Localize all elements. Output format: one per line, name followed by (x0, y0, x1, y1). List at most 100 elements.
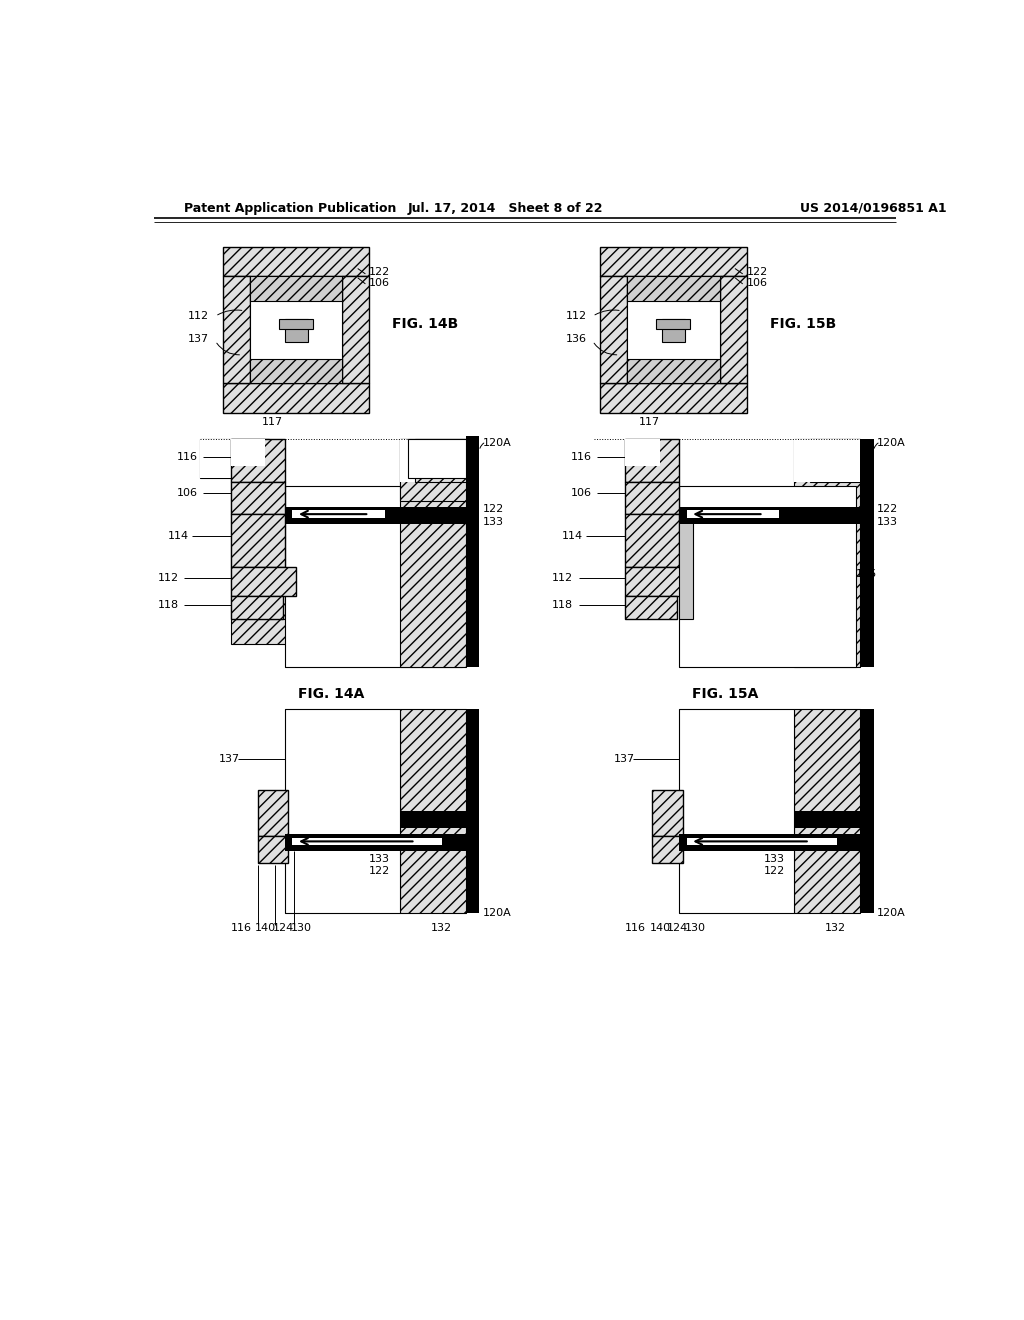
Bar (285, 709, 400, 913)
Bar (400, 440, 466, 482)
Text: 122: 122 (877, 504, 898, 513)
Bar (223, 276, 250, 383)
Bar (230, 482, 285, 515)
Bar (400, 812, 466, 829)
Text: 133: 133 (877, 517, 898, 527)
Bar (679, 834, 860, 851)
Bar (400, 507, 466, 524)
Bar (679, 515, 692, 619)
Bar (230, 507, 269, 565)
Text: 132: 132 (431, 924, 452, 933)
Text: 137: 137 (613, 754, 635, 764)
Text: 106: 106 (571, 488, 592, 499)
Bar (810, 440, 860, 482)
Text: FIG. 15A: FIG. 15A (692, 686, 758, 701)
Text: 137: 137 (219, 754, 241, 764)
Bar (795, 440, 860, 667)
Bar (686, 838, 837, 845)
Text: 120A: 120A (482, 438, 511, 449)
Text: 118: 118 (552, 601, 572, 610)
Bar (250, 276, 342, 301)
Text: FIG. 14A: FIG. 14A (298, 686, 364, 701)
Bar (628, 276, 720, 383)
Bar (720, 276, 746, 383)
Bar (625, 440, 679, 482)
Bar (285, 318, 307, 342)
Bar (223, 383, 370, 412)
Bar (285, 486, 462, 667)
Bar (230, 595, 283, 619)
Bar (258, 836, 289, 863)
Bar (625, 595, 677, 619)
Bar (628, 276, 720, 301)
Text: 120A: 120A (482, 908, 511, 917)
Text: 137: 137 (188, 334, 210, 345)
Bar (625, 513, 679, 566)
Text: 133: 133 (764, 854, 784, 865)
Text: 133: 133 (370, 854, 390, 865)
Text: 132: 132 (825, 924, 846, 933)
Bar (600, 247, 746, 276)
Text: 117: 117 (261, 417, 283, 426)
Text: 122: 122 (370, 866, 390, 875)
Text: 136: 136 (856, 569, 877, 579)
Bar (230, 566, 296, 595)
Text: 106: 106 (746, 279, 768, 288)
Bar (600, 383, 746, 412)
Text: 130: 130 (685, 924, 706, 933)
Bar (466, 440, 479, 667)
Bar (416, 440, 466, 482)
Bar (230, 565, 283, 595)
Text: US 2014/0196851 A1: US 2014/0196851 A1 (801, 202, 947, 215)
Bar (250, 276, 342, 383)
Bar (200, 461, 250, 478)
Bar (408, 440, 466, 478)
Text: 124: 124 (273, 924, 294, 933)
Text: Patent Application Publication: Patent Application Publication (184, 202, 397, 215)
Bar (258, 789, 289, 836)
Bar (652, 836, 683, 863)
Bar (795, 507, 860, 524)
Bar (625, 482, 679, 515)
Text: 106: 106 (177, 488, 198, 499)
Text: 140: 140 (649, 924, 671, 933)
Text: 124: 124 (668, 924, 688, 933)
Bar (230, 513, 285, 566)
Bar (679, 486, 856, 667)
Text: 114: 114 (562, 531, 583, 541)
Bar (200, 440, 269, 478)
Bar (230, 440, 285, 482)
Bar (679, 709, 795, 913)
Bar (280, 318, 313, 330)
Bar (200, 440, 250, 461)
Text: 116: 116 (571, 453, 592, 462)
Text: 112: 112 (552, 573, 572, 583)
Text: 114: 114 (168, 531, 188, 541)
Bar (400, 709, 466, 913)
Text: 118: 118 (158, 601, 178, 610)
Text: 122: 122 (746, 268, 768, 277)
Bar (662, 318, 685, 342)
Text: 112: 112 (158, 573, 178, 583)
Bar (285, 834, 466, 851)
Bar (795, 709, 860, 913)
Text: Jul. 17, 2014   Sheet 8 of 22: Jul. 17, 2014 Sheet 8 of 22 (408, 202, 603, 215)
Text: 112: 112 (565, 312, 587, 321)
Bar (400, 440, 466, 502)
Bar (795, 440, 860, 482)
Bar (230, 478, 269, 507)
Text: 120A: 120A (877, 438, 905, 449)
Bar (625, 440, 659, 466)
Bar (600, 276, 628, 383)
Text: 122: 122 (482, 504, 504, 513)
Text: 133: 133 (482, 517, 504, 527)
Bar (466, 504, 479, 548)
Bar (652, 789, 683, 836)
Text: FIG. 14B: FIG. 14B (392, 317, 459, 331)
Text: 116: 116 (177, 453, 198, 462)
Bar (230, 440, 269, 478)
Bar (628, 359, 720, 383)
Bar (400, 440, 466, 667)
Bar (292, 511, 385, 517)
Bar (466, 709, 479, 913)
